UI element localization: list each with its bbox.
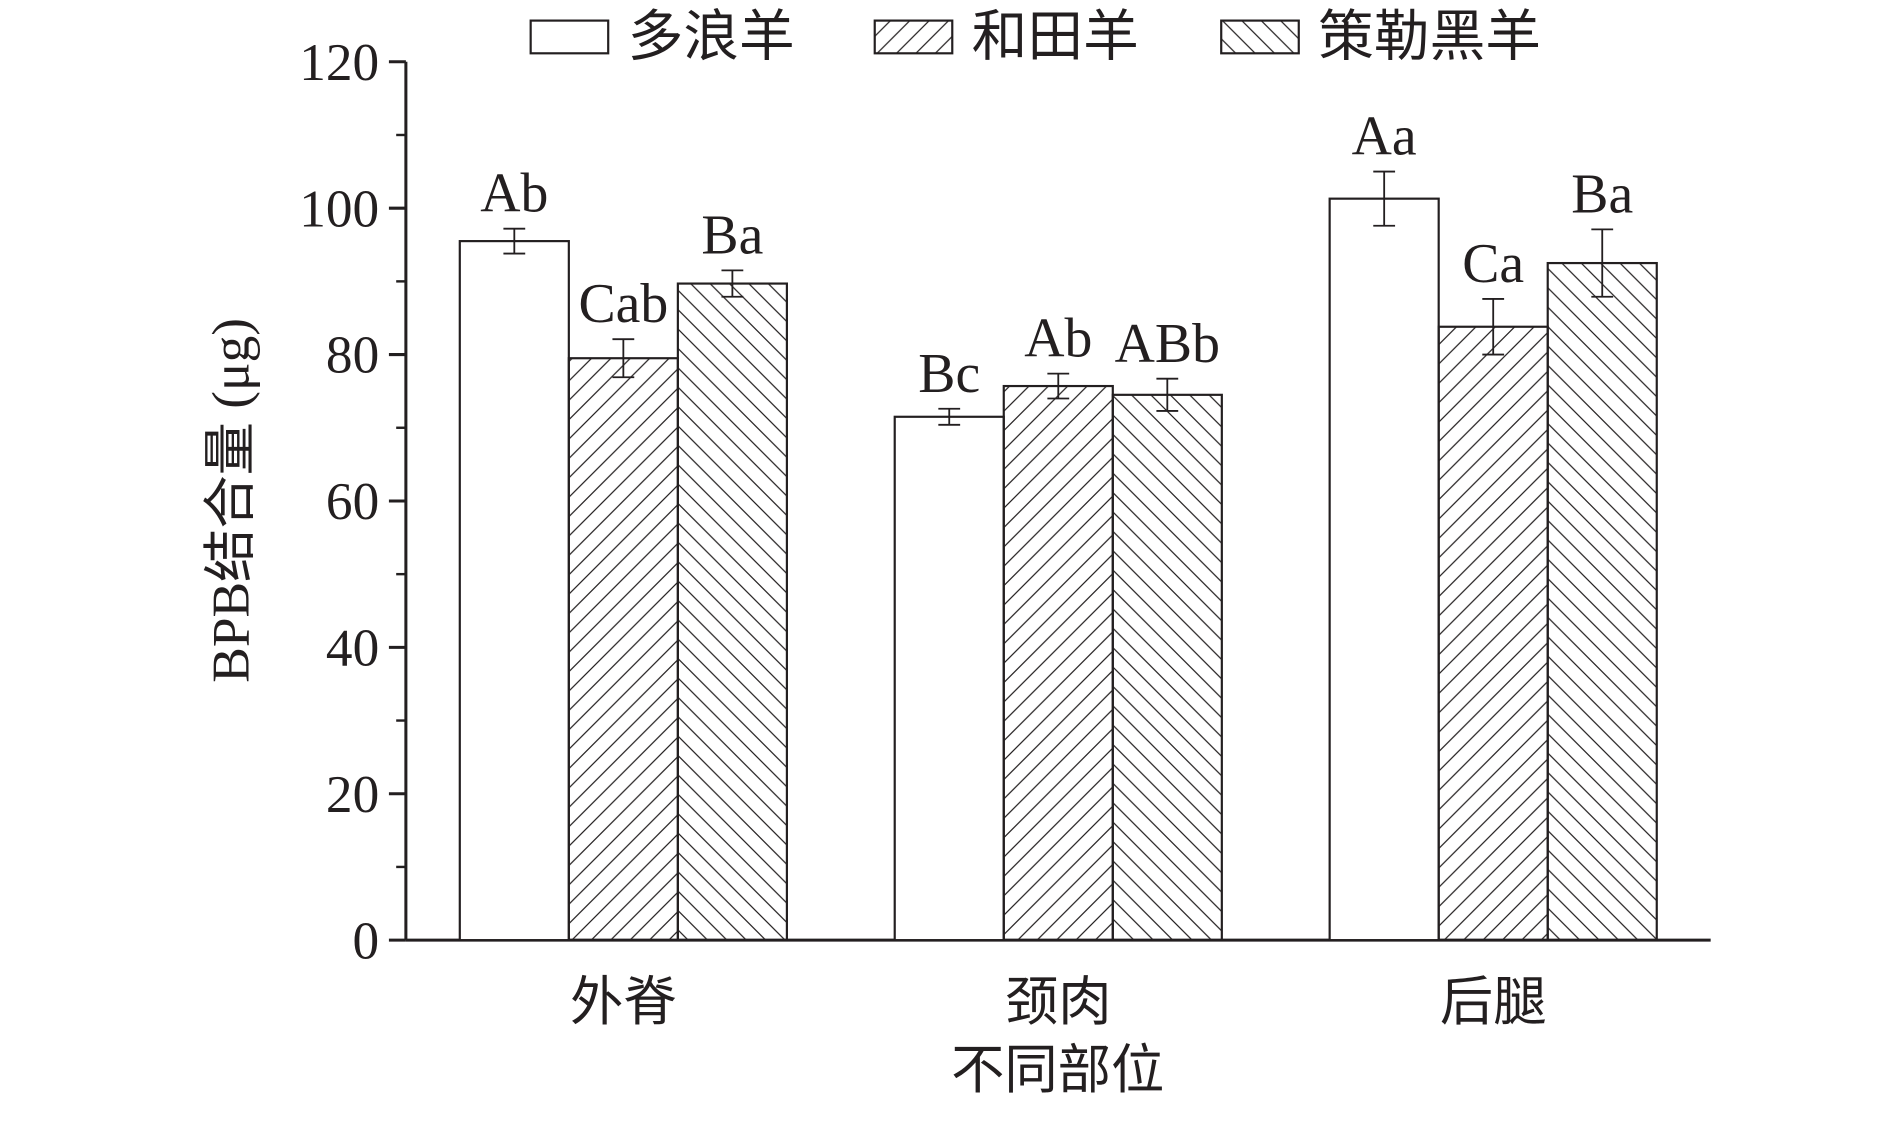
- legend-swatch: [529, 19, 610, 55]
- significance-label: Ab: [1024, 308, 1092, 370]
- bar: [1111, 393, 1223, 942]
- y-tick-label: 40: [326, 619, 379, 678]
- y-tick-label: 0: [353, 911, 380, 970]
- legend-label: 多浪羊: [628, 7, 795, 69]
- error-bar: [1047, 372, 1070, 400]
- x-axis-label: 不同部位: [951, 1041, 1164, 1100]
- significance-label: Ba: [701, 204, 763, 266]
- error-bar: [612, 338, 635, 379]
- x-tick-label: 外脊: [570, 973, 677, 1032]
- x-tick-label: 后腿: [1440, 973, 1547, 1032]
- error-bar: [503, 227, 526, 255]
- bar: [1002, 384, 1114, 942]
- y-tick-label: 60: [326, 472, 379, 531]
- bar: [893, 415, 1005, 942]
- significance-label: Cab: [578, 273, 668, 335]
- y-tick-label: 100: [299, 179, 379, 238]
- bar: [1328, 197, 1440, 942]
- x-tick-label: 颈肉: [1005, 973, 1112, 1032]
- y-axis-label: BPB结合量 (μg): [201, 318, 260, 683]
- significance-label: Ba: [1571, 163, 1633, 225]
- y-tick-label: 80: [326, 326, 379, 385]
- significance-label: Aa: [1352, 106, 1417, 168]
- significance-label: Bc: [918, 343, 980, 405]
- bar: [1546, 261, 1658, 942]
- error-bar: [721, 269, 744, 298]
- bar: [676, 282, 788, 942]
- legend-swatch: [873, 19, 954, 55]
- significance-label: ABb: [1115, 313, 1220, 375]
- bar: [1437, 325, 1549, 942]
- legend-label: 策勒黑羊: [1318, 7, 1541, 69]
- bar: [458, 240, 570, 942]
- y-tick-label: 120: [299, 33, 379, 92]
- significance-label: Ca: [1462, 233, 1524, 295]
- error-bar: [1482, 298, 1505, 356]
- error-bar: [1373, 170, 1396, 227]
- error-bar: [1591, 228, 1614, 298]
- error-bar: [1156, 377, 1179, 412]
- legend-swatch: [1220, 19, 1300, 55]
- legend-label: 和田羊: [972, 7, 1139, 69]
- significance-label: Ab: [480, 163, 548, 225]
- y-tick-label: 20: [326, 765, 379, 824]
- bar: [567, 357, 679, 942]
- error-bar: [938, 407, 961, 426]
